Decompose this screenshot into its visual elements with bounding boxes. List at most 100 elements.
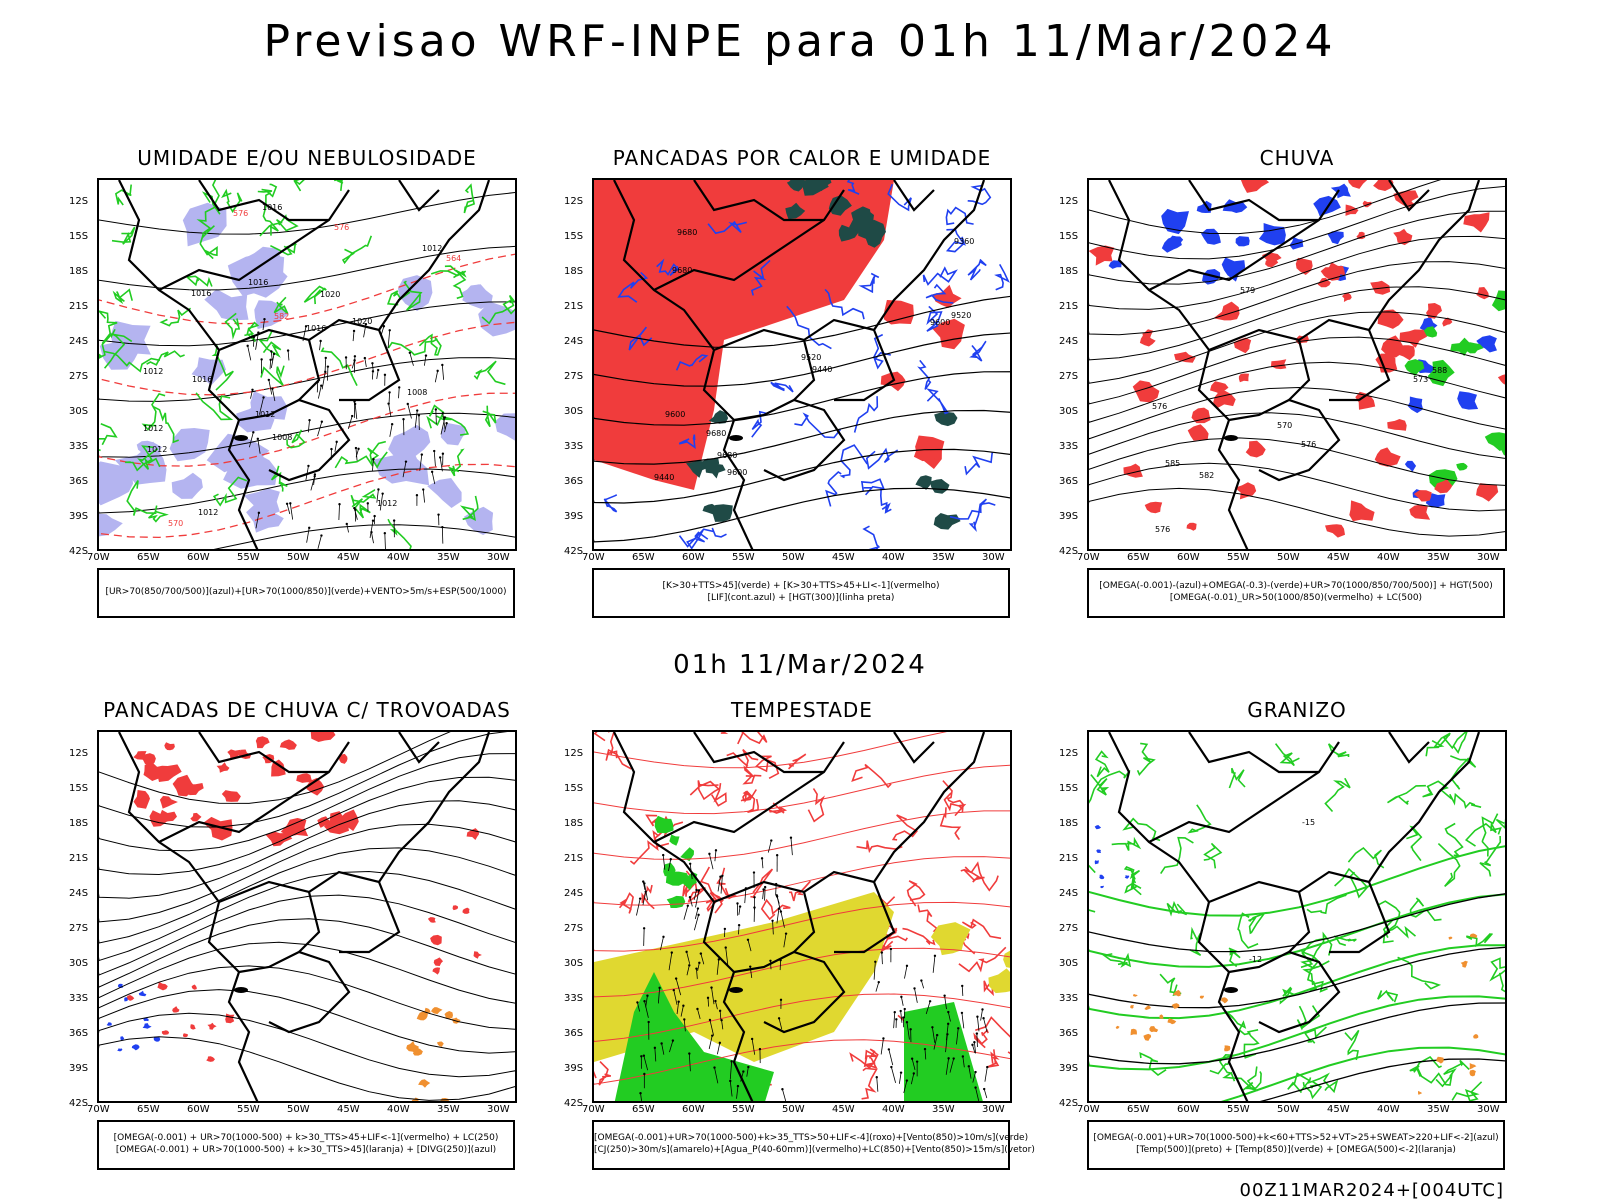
precipitable-water-red-line [762,900,791,919]
temp850-contours-line [1496,813,1507,833]
latitude-tick-label: 21S [69,853,88,864]
high-humidity-blue-blob [172,473,203,499]
map-canvas [99,732,517,1103]
omega-blue-blob [1236,236,1250,246]
wind-vector-head [778,1017,780,1019]
hgt500-contours-line [1089,413,1507,459]
wind-vector-head [677,1001,679,1003]
lifted-index-contours-line [924,268,956,284]
wind-vector-head [325,357,327,359]
storm-red-blob [311,732,336,742]
lifted-index-contours-line [968,260,986,280]
omega500-orange-east-blob [1470,1063,1477,1070]
wind-vector-head [355,447,357,449]
wind-vector [768,841,771,853]
wind-vector-head [662,854,664,856]
contour-label: -12 [1249,955,1262,964]
contour-label: 1016 [191,289,211,298]
latitude-tick-label: 36S [69,476,88,487]
storm-red-blob [160,796,178,809]
wind-vector-head [709,1019,711,1021]
wind-vector [432,472,435,484]
border-line [1389,732,1429,762]
wind-vector-head [981,1008,983,1010]
contour-label: 570 [168,519,183,528]
contour-label: 1016 [192,375,212,384]
longitude-tick-label: 65W [137,1104,160,1115]
omega-blue-east-blob [1476,335,1497,352]
wind-vector-head [962,1055,964,1057]
omega-red-blob [1187,523,1197,531]
lifted-index-contours-line [687,530,708,548]
wind-vector-head [747,939,749,941]
wind-vector-head [370,531,372,533]
wind-vector-head [695,889,697,891]
wind-vector-head [268,379,270,381]
wind-vector-head [894,1011,896,1013]
precipitable-water-red-line [903,929,935,944]
wind-vector-head [974,1071,976,1073]
wind-vector-head [646,995,648,997]
contour-label: 9600 [665,410,685,419]
lc850-contours-line [594,857,1012,906]
wind-vector-head [719,876,721,878]
contour-label: 1012 [143,424,163,433]
latitude-tick-label: 12S [1059,748,1078,759]
wind-vector-head [252,431,254,433]
wind-vector [354,356,355,372]
wind-vector [290,503,292,519]
omega-red-blob [1476,483,1498,502]
latitude-tick-label: 39S [1059,1063,1078,1074]
precipitable-water-red-line [941,807,960,839]
legend-line: [OMEGA(-0.001) + UR>70(1000-500) + k>30_… [99,1144,513,1156]
wind-vector-head [753,896,755,898]
lifted-index-contours-line [881,487,892,512]
low-humidity-green-line [483,406,496,427]
ocean-green-area [915,412,960,530]
longitude-tick-label: 35W [932,552,955,563]
latitude-tick-label: 12S [564,196,583,207]
wind-vector-head [899,1010,901,1012]
wind-vector [977,1034,978,1047]
storm-orange-blob [412,1098,419,1104]
contour-label: 582 [274,312,289,321]
omega500-orange-blob [1159,1014,1163,1018]
contour-label: 1020 [320,290,340,299]
omega500-orange-blob [1130,1005,1134,1009]
wind-vector-head [874,961,876,963]
wind850-green-north-blob [667,896,686,908]
wind-vector-head [683,1018,685,1020]
omega500-orange-blob [1116,1026,1120,1029]
temp850-contours-line [1089,844,1095,873]
longitude-tick-label: 70W [87,552,110,563]
wind-vector [365,358,366,367]
latitude-tick-label: 42S [1059,546,1078,557]
storm-red-east-blob [453,905,459,910]
omega500-orange-blob [1221,997,1228,1003]
omega500-orange-east-blob [1418,1091,1422,1095]
wind-vector-head [929,1000,931,1002]
panel-title: PANCADAS POR CALOR E UMIDADE [592,146,1012,170]
longitude-tick-label: 40W [387,552,410,563]
ocean-green-area-blob [930,479,950,494]
low-humidity-green-line [450,450,463,476]
high-humidity-blue-east-blob [427,478,461,508]
omega500-orange-blob [1149,1026,1158,1032]
wind-vector-head [260,358,262,360]
hail-blue-blob [1125,875,1129,879]
latitude-tick-label: 21S [1059,301,1078,312]
latitude-tick-label: 12S [69,196,88,207]
storm-red-blob [256,736,270,748]
contour-label: 9680 [717,451,737,460]
longitude-tick-label: 50W [1277,1104,1300,1115]
wind-vector-head [698,889,700,891]
storm-red-blob [133,751,146,760]
wind-vector-head [320,385,322,387]
wind-vector [339,504,340,520]
omega500-orange-east-blob [1436,1057,1443,1064]
longitude-tick-label: 60W [1177,552,1200,563]
wind-vector-head [319,340,321,342]
wind-vector [882,953,883,964]
latitude-tick-label: 27S [69,371,88,382]
wind-vector-head [909,1028,911,1030]
